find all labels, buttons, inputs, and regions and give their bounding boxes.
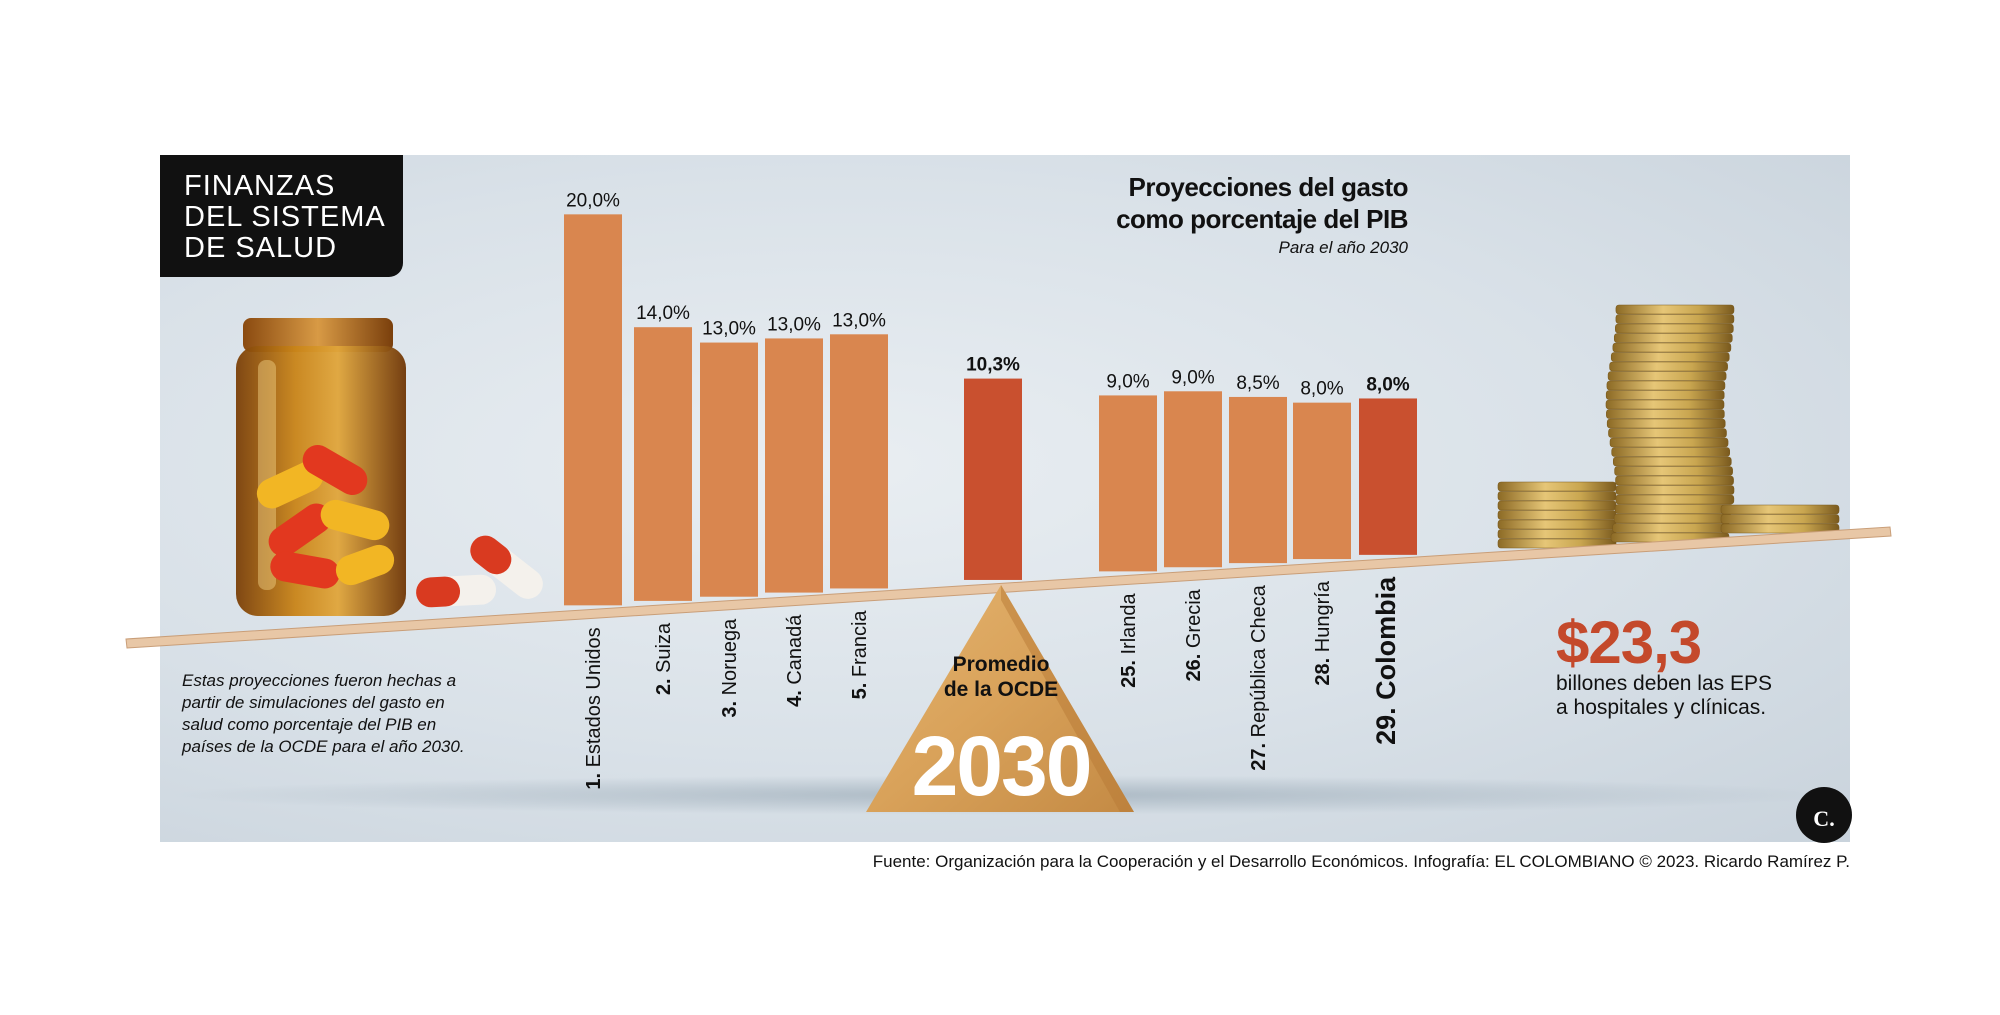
category-label-3: 3. Noruega — [719, 618, 741, 718]
bar-value-label-10: 8,0% — [1300, 379, 1343, 400]
category-label-8: 26. Grecia — [1183, 588, 1205, 681]
section-title-line-1: FINANZAS — [184, 170, 336, 202]
section-title-box: FINANZAS DEL SISTEMA DE SALUD — [160, 155, 403, 277]
category-label-2: 2. Suiza — [653, 622, 675, 695]
coin-stack-icon — [1497, 304, 1840, 549]
chart-title-line-2: como porcentaje del PIB — [1116, 204, 1408, 234]
bar-3 — [700, 342, 758, 597]
bars-group — [564, 214, 1417, 606]
bar-value-label-2: 14,0% — [636, 303, 690, 324]
bar-value-label-6: 10,3% — [966, 355, 1020, 376]
chart-title-line-1: Proyecciones del gasto — [1128, 172, 1409, 202]
section-title-line-3: DE SALUD — [184, 232, 338, 264]
bar-2 — [634, 327, 692, 601]
category-label-11: 29. Colombia — [1371, 576, 1401, 745]
bar-value-labels: 20,0% 14,0% 13,0% 13,0% 13,0% 10,3% 9,0% 9,0% 8,… — [566, 190, 1410, 399]
bar-value-label-7: 9,0% — [1106, 371, 1149, 392]
bar-10 — [1293, 402, 1351, 560]
category-label-10: 28. Hungría — [1312, 580, 1334, 685]
fulcrum-year: 2030 — [912, 719, 1091, 813]
bar-value-label-5: 13,0% — [832, 310, 886, 331]
seesaw-plank — [125, 526, 1892, 649]
bar-9 — [1229, 396, 1287, 564]
bar-1 — [564, 214, 622, 606]
bar-11 — [1359, 398, 1417, 555]
bar-value-label-4: 13,0% — [767, 314, 821, 335]
bar-value-label-8: 9,0% — [1171, 367, 1214, 388]
bar-value-label-11: 8,0% — [1366, 374, 1409, 395]
fulcrum-label-line-1: Promedio — [953, 653, 1050, 676]
debt-text-line-1: billones deben las EPS — [1556, 672, 1772, 695]
bar-6 — [964, 378, 1022, 580]
category-label-1: 1. Estados Unidos — [583, 627, 605, 789]
debt-text-line-2: a hospitales y clínicas. — [1556, 696, 1767, 719]
pill-bottle-icon — [236, 318, 406, 616]
wooden-fulcrum-icon: Promedio de la OCDE 2030 — [866, 585, 1134, 813]
category-label-5: 5. Francia — [849, 610, 871, 700]
bar-value-label-3: 13,0% — [702, 319, 756, 340]
category-labels: 1. Estados Unidos 2. Suiza 3. Noruega 4. Ca… — [583, 576, 1401, 790]
debt-amount: $23,3 — [1556, 609, 1702, 676]
methodology-note: Estas proyecciones fueron hechas a parti… — [182, 671, 465, 756]
fulcrum-label-line-2: de la OCDE — [944, 678, 1058, 701]
category-label-7: 25. Irlanda — [1118, 592, 1140, 687]
bar-value-label-9: 8,5% — [1236, 373, 1279, 394]
category-label-4: 4. Canadá — [784, 614, 806, 707]
bar-5 — [830, 334, 888, 589]
section-title-line-2: DEL SISTEMA — [184, 201, 386, 233]
el-colombiano-logo-icon: C. — [1796, 787, 1852, 843]
capsules-inside-icon — [256, 445, 395, 589]
bar-7 — [1099, 395, 1157, 572]
source-credit: Fuente: Organización para la Cooperación… — [872, 852, 1850, 871]
capsule-icon — [416, 535, 543, 608]
logo-dot: . — [1829, 806, 1835, 831]
bar-value-label-1: 20,0% — [566, 190, 620, 211]
bar-4 — [765, 338, 823, 593]
bar-8 — [1164, 391, 1222, 568]
logo-letter: C — [1813, 806, 1830, 831]
category-label-9: 27. República Checa — [1248, 584, 1270, 771]
chart-subtitle: Para el año 2030 — [1278, 238, 1409, 257]
